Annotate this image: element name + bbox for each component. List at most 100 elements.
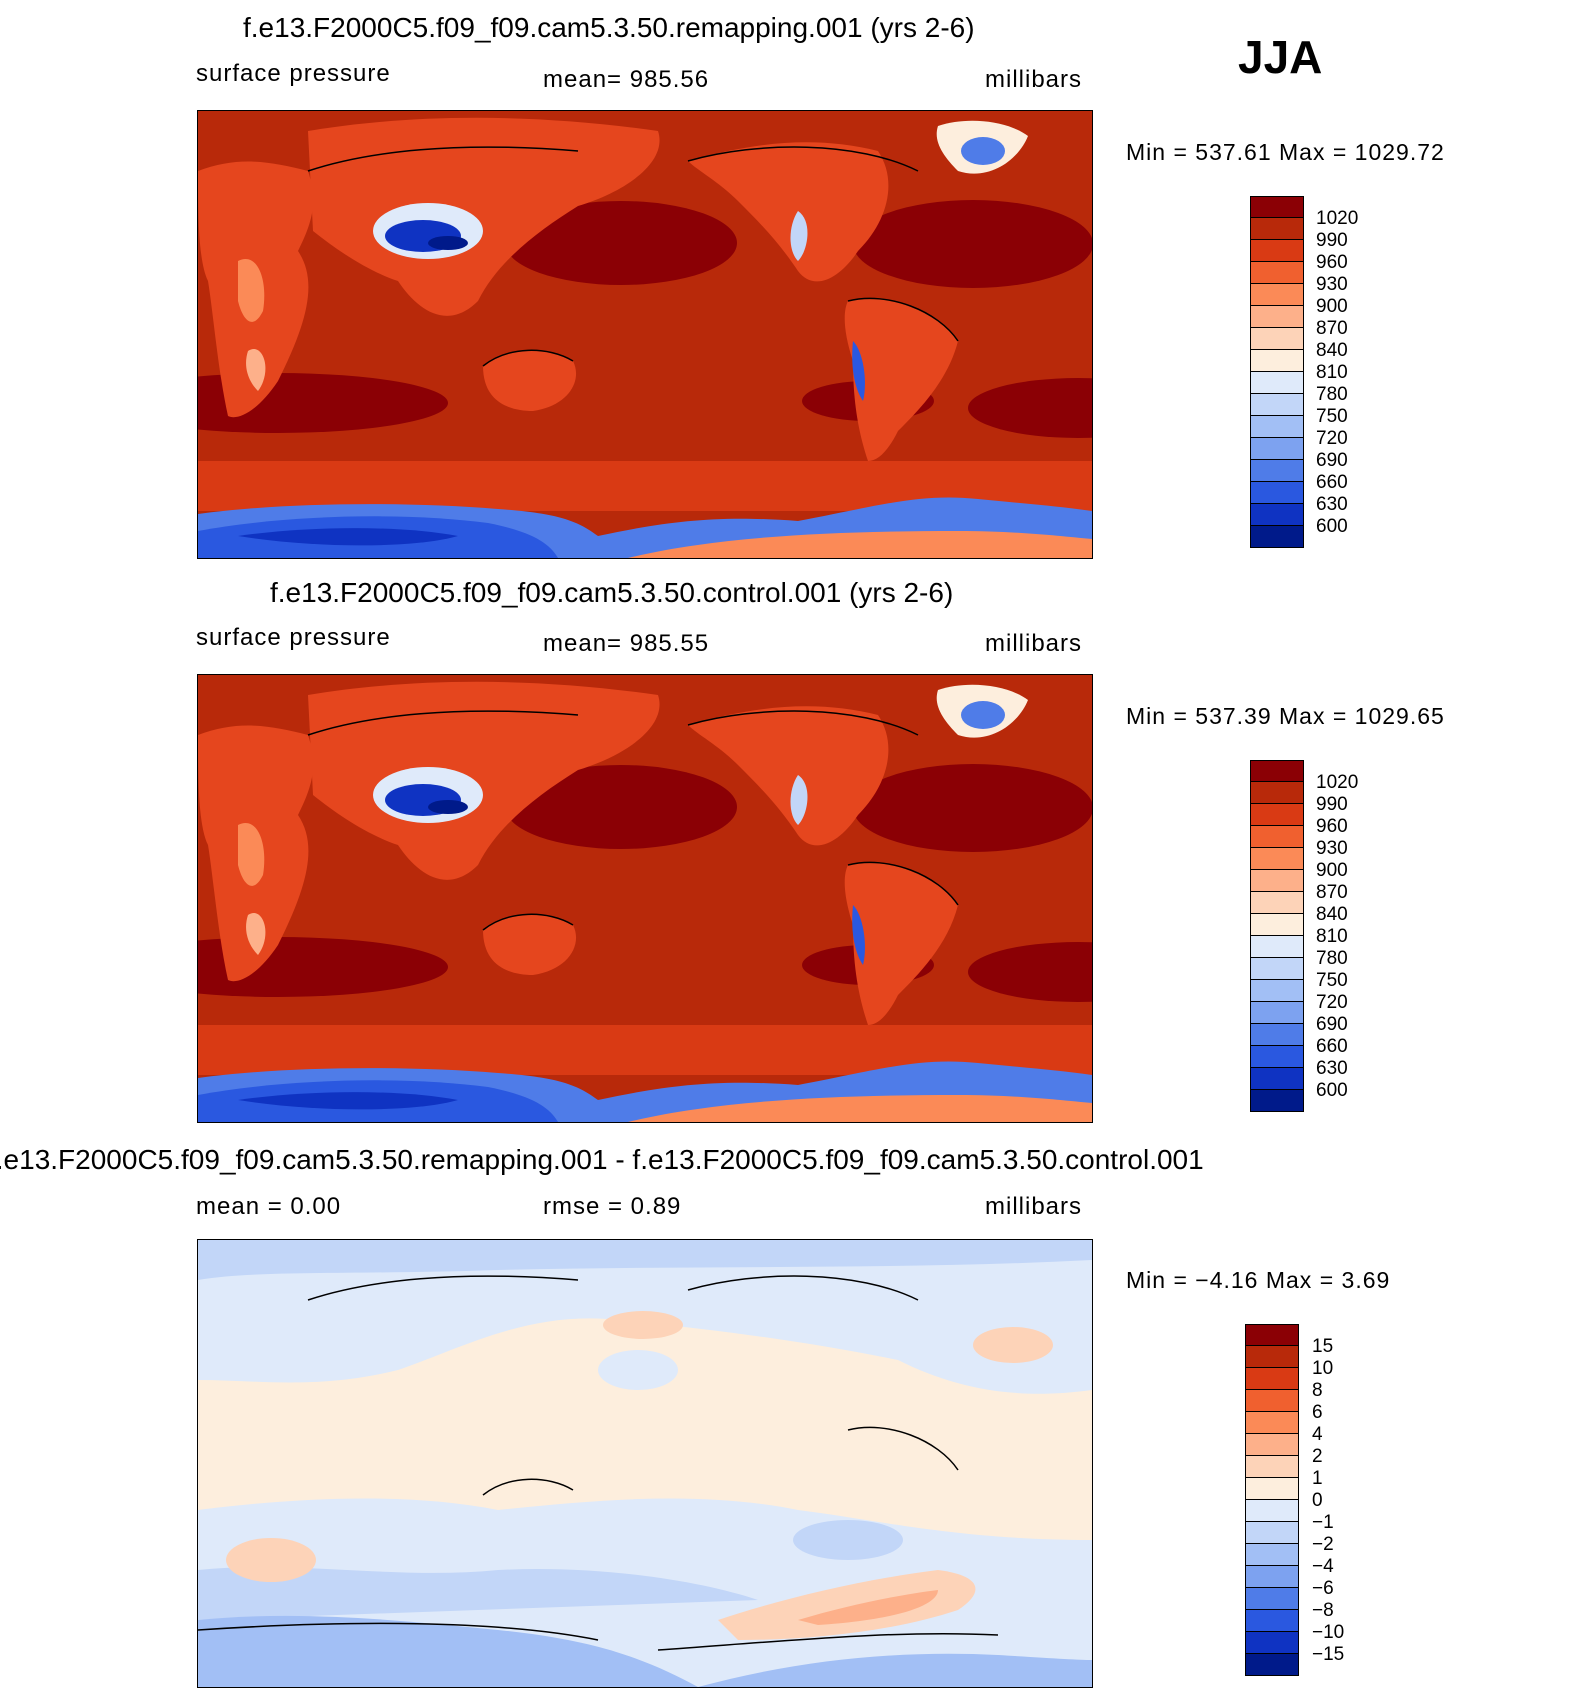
panel2-colorbar-tick-label: 930 <box>1316 838 1348 859</box>
panel2-colorbar-swatch <box>1250 1002 1304 1024</box>
panel3-colorbar-tick-label: 6 <box>1312 1402 1323 1423</box>
panel3-colorbar-swatch <box>1245 1324 1299 1346</box>
panel1-mean-label: mean= 985.56 <box>543 66 710 93</box>
panel1-variable-label: surface pressure <box>196 60 391 87</box>
panel3-colorbar-swatch <box>1245 1654 1299 1676</box>
panel2-variable-label: surface pressure <box>196 624 391 651</box>
panel3-colorbar-tick-label: 8 <box>1312 1380 1323 1401</box>
panel1-colorbar-swatch <box>1250 394 1304 416</box>
panel2-colorbar-swatch <box>1250 826 1304 848</box>
panel3-colorbar-tick-label: −8 <box>1312 1600 1334 1621</box>
panel3-mean-label: mean = 0.00 <box>196 1193 342 1220</box>
panel1-colorbar-tick-label: 930 <box>1316 274 1348 295</box>
panel3-colorbar-swatch <box>1245 1522 1299 1544</box>
panel1-colorbar-swatch <box>1250 240 1304 262</box>
panel2-mean-label: mean= 985.55 <box>543 630 710 657</box>
panel2-colorbar-tick-label: 990 <box>1316 794 1348 815</box>
panel3-colorbar-swatch <box>1245 1610 1299 1632</box>
panel1-colorbar-swatch <box>1250 218 1304 240</box>
panel3-colorbar-tick-label: 4 <box>1312 1424 1323 1445</box>
panel3-colorbar-swatch <box>1245 1434 1299 1456</box>
panel2-colorbar-tick-label: 690 <box>1316 1014 1348 1035</box>
panel3-rmse-label: rmse = 0.89 <box>543 1193 682 1220</box>
panel3-colorbar-swatch <box>1245 1588 1299 1610</box>
panel1-colorbar-tick-label: 660 <box>1316 472 1348 493</box>
panel3-colorbar-tick-label: −2 <box>1312 1534 1334 1555</box>
panel3-colorbar-tick-label: −10 <box>1312 1622 1345 1643</box>
panel3-colorbar-labels: 15 10 8 6 4 2 1 0 −1 −2 −4 −6 −8 −10 −15 <box>1312 1336 1344 1666</box>
panel2-units-label: millibars <box>985 630 1083 657</box>
panel1-title: f.e13.F2000C5.f09_f09.cam5.3.50.remappin… <box>243 12 975 43</box>
panel3-colorbar <box>1245 1324 1299 1676</box>
panel1-colorbar-swatch <box>1250 504 1304 526</box>
panel1-colorbar-swatch <box>1250 526 1304 548</box>
panel3-colorbar-tick-label: 0 <box>1312 1490 1323 1511</box>
panel2-colorbar-swatch <box>1250 980 1304 1002</box>
panel2-colorbar-swatch <box>1250 848 1304 870</box>
panel2-colorbar-tick-label: 960 <box>1316 816 1348 837</box>
panel1-colorbar-labels: 1020 990 960 930 900 870 840 810 780 750 720 690 660… <box>1316 208 1358 538</box>
panel2-colorbar-swatch <box>1250 958 1304 980</box>
panel3-colorbar-swatch <box>1245 1544 1299 1566</box>
panel2-colorbar-tick-label: 600 <box>1316 1080 1348 1101</box>
season-label: JJA <box>1238 31 1323 83</box>
panel2-colorbar-tick-label: 780 <box>1316 948 1348 969</box>
panel2-colorbar-swatch <box>1250 1046 1304 1068</box>
panel3-colorbar-tick-label: 1 <box>1312 1468 1323 1489</box>
panel3-colorbar-swatch <box>1245 1500 1299 1522</box>
panel3-colorbar-tick-label: −4 <box>1312 1556 1334 1577</box>
panel2-colorbar-swatch <box>1250 1090 1304 1112</box>
panel2-colorbar-tick-label: 870 <box>1316 882 1348 903</box>
panel1-colorbar <box>1250 196 1304 548</box>
panel1-colorbar-tick-label: 780 <box>1316 384 1348 405</box>
panel1-colorbar-tick-label: 810 <box>1316 362 1348 383</box>
panel1-colorbar-swatch <box>1250 328 1304 350</box>
panel2-colorbar-tick-label: 900 <box>1316 860 1348 881</box>
panel3-units-label: millibars <box>985 1193 1083 1220</box>
panel3-colorbar-swatch <box>1245 1390 1299 1412</box>
panel1-colorbar-swatch <box>1250 284 1304 306</box>
panel3-colorbar-swatch <box>1245 1632 1299 1654</box>
panel1-colorbar-swatch <box>1250 306 1304 328</box>
panel3-colorbar-swatch <box>1245 1346 1299 1368</box>
panel2-colorbar-tick-label: 660 <box>1316 1036 1348 1057</box>
panel1-colorbar-tick-label: 840 <box>1316 340 1348 361</box>
panel1-colorbar-tick-label: 690 <box>1316 450 1348 471</box>
panel2-colorbar-tick-label: 810 <box>1316 926 1348 947</box>
panel2-map <box>197 674 1093 1123</box>
panel1-minmax: Min = 537.61 Max = 1029.72 <box>1126 139 1445 165</box>
panel2-colorbar-swatch <box>1250 760 1304 782</box>
panel1-colorbar-tick-label: 900 <box>1316 296 1348 317</box>
panel2-colorbar-swatch <box>1250 1068 1304 1090</box>
panel2-minmax: Min = 537.39 Max = 1029.65 <box>1126 703 1445 729</box>
panel1-colorbar-swatch <box>1250 460 1304 482</box>
panel1-colorbar-tick-label: 960 <box>1316 252 1348 273</box>
panel2-colorbar <box>1250 760 1304 1112</box>
panel3-colorbar-tick-label: −6 <box>1312 1578 1334 1599</box>
panel2-colorbar-tick-label: 1020 <box>1316 772 1359 793</box>
panel3-colorbar-tick-label: 2 <box>1312 1446 1323 1467</box>
panel3-colorbar-swatch <box>1245 1368 1299 1390</box>
panel1-colorbar-swatch <box>1250 416 1304 438</box>
panel1-colorbar-tick-label: 870 <box>1316 318 1348 339</box>
panel2-colorbar-swatch <box>1250 804 1304 826</box>
panel3-map <box>197 1239 1093 1688</box>
panel2-colorbar-swatch <box>1250 782 1304 804</box>
panel3-minmax: Min = −4.16 Max = 3.69 <box>1126 1267 1391 1293</box>
panel3-colorbar-swatch <box>1245 1456 1299 1478</box>
panel1-colorbar-tick-label: 630 <box>1316 494 1348 515</box>
panel3-colorbar-swatch <box>1245 1566 1299 1588</box>
panel3-colorbar-swatch <box>1245 1478 1299 1500</box>
panel1-units-label: millibars <box>985 66 1083 93</box>
panel1-colorbar-swatch <box>1250 262 1304 284</box>
panel1-colorbar-tick-label: 720 <box>1316 428 1348 449</box>
panel1-colorbar-tick-label: 1020 <box>1316 208 1359 229</box>
panel2-colorbar-swatch <box>1250 1024 1304 1046</box>
panel1-colorbar-swatch <box>1250 372 1304 394</box>
panel1-colorbar-swatch <box>1250 482 1304 504</box>
panel3-colorbar-tick-label: 15 <box>1312 1336 1334 1357</box>
panel3-colorbar-swatch <box>1245 1412 1299 1434</box>
panel3-colorbar-tick-label: 10 <box>1312 1358 1334 1379</box>
panel2-colorbar-swatch <box>1250 870 1304 892</box>
panel2-title: f.e13.F2000C5.f09_f09.cam5.3.50.control.… <box>270 577 954 608</box>
